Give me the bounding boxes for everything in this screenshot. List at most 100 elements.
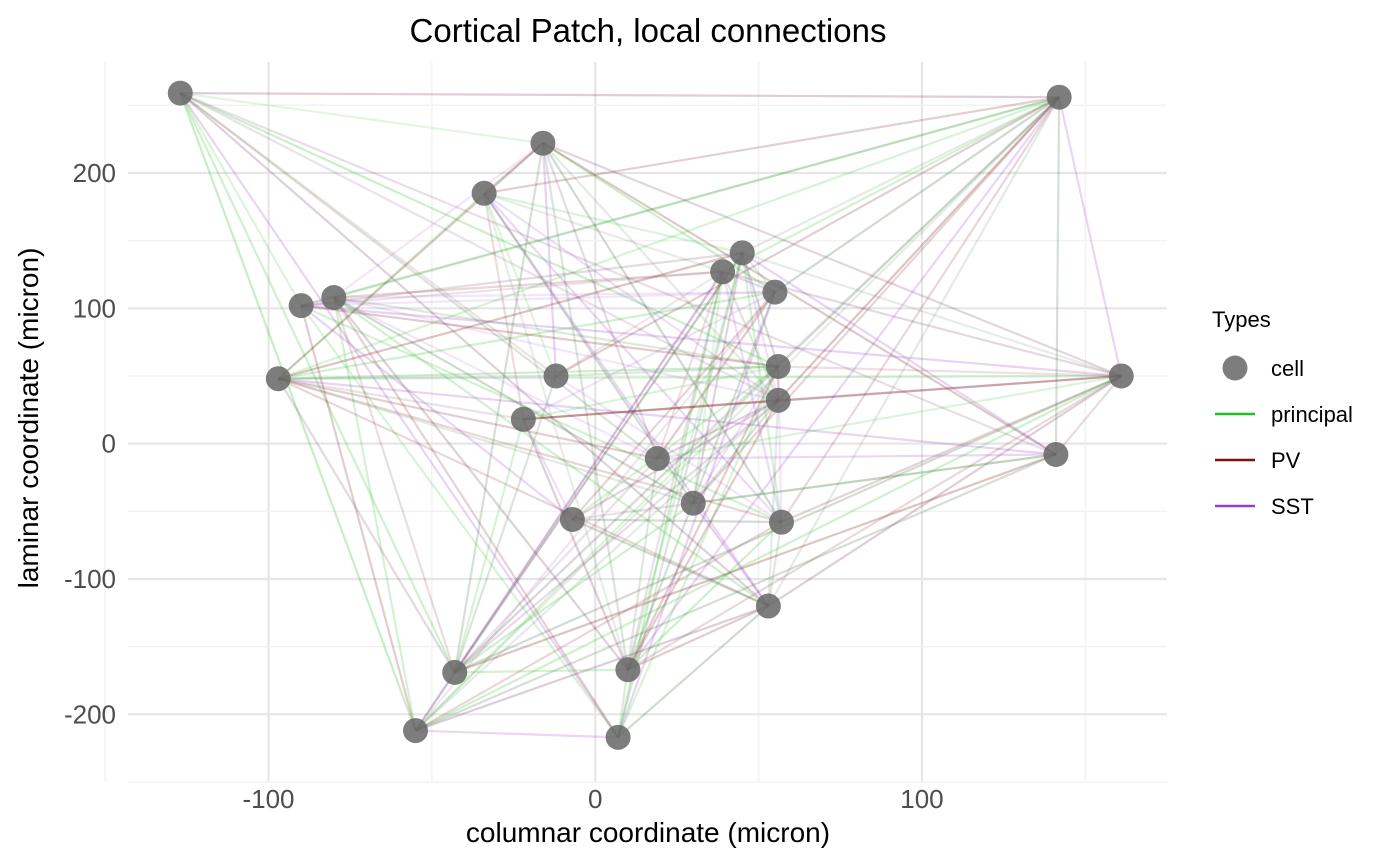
- connection-line: [179, 92, 658, 460]
- connection-line: [301, 270, 723, 307]
- legend-key-cell: [1222, 355, 1248, 381]
- x-axis-label: columnar coordinate (micron): [466, 817, 830, 848]
- connection-line: [333, 270, 723, 299]
- connection-line: [692, 271, 724, 504]
- connection-line: [656, 271, 724, 459]
- connection-line: [767, 521, 783, 607]
- connection-line: [777, 96, 1060, 402]
- connection-line: [692, 252, 744, 504]
- connection-line: [277, 142, 544, 380]
- y-tick-label: -200: [64, 699, 116, 729]
- connection-line: [300, 304, 574, 521]
- connection-line: [483, 192, 743, 254]
- connection-line: [617, 605, 770, 739]
- connection-line: [333, 296, 779, 368]
- cell-point: [710, 259, 736, 285]
- connection-line: [741, 252, 780, 367]
- connection-line: [453, 365, 779, 674]
- connection-line: [692, 96, 1060, 504]
- connection-line: [656, 291, 776, 460]
- cell-point: [530, 130, 556, 156]
- connection-line: [541, 142, 659, 459]
- connection-line: [278, 374, 1122, 380]
- connection-line: [453, 457, 659, 674]
- connection-line: [571, 518, 769, 608]
- connection-line: [180, 92, 1060, 99]
- connection-line: [454, 502, 694, 674]
- connection-line: [572, 518, 782, 524]
- connection-line: [692, 502, 770, 607]
- connection-line: [453, 419, 525, 673]
- connection-line: [542, 142, 783, 523]
- connection-line: [626, 271, 724, 670]
- cell-point: [765, 354, 791, 380]
- connection-line: [627, 605, 769, 671]
- connection-line: [179, 92, 779, 402]
- connection-line: [332, 296, 629, 671]
- connection-line: [555, 375, 783, 524]
- connection-line: [657, 453, 1056, 460]
- connection-line: [483, 96, 1060, 195]
- cell-point: [755, 593, 781, 619]
- connection-line: [277, 192, 485, 380]
- connection-line: [741, 252, 783, 523]
- cell-point: [471, 180, 497, 206]
- x-tick-label: -100: [242, 784, 294, 814]
- connection-line: [741, 251, 1057, 456]
- connection-line: [333, 296, 770, 607]
- connection-line: [778, 374, 1122, 402]
- connection-line: [300, 304, 619, 738]
- connection-line: [693, 453, 1057, 505]
- connection-line: [483, 192, 558, 377]
- connection-line: [555, 270, 724, 377]
- connection-line: [777, 96, 1060, 368]
- connection-line: [179, 92, 770, 607]
- connection-line: [522, 418, 629, 671]
- connection-line: [572, 453, 1057, 521]
- cell-point: [765, 387, 791, 413]
- legend-label-principal: principal: [1271, 402, 1353, 427]
- connection-line: [555, 96, 1060, 377]
- connection-line: [657, 374, 1122, 460]
- connection-line: [1055, 375, 1123, 456]
- connection-line: [1054, 97, 1061, 455]
- connection-line: [767, 400, 780, 607]
- chart-title: Cortical Patch, local connections: [410, 12, 887, 49]
- connection-line: [1058, 96, 1123, 377]
- x-tick-label: 0: [588, 784, 602, 814]
- cell-point: [510, 406, 536, 432]
- connection-line: [414, 399, 779, 732]
- connection-lines: [179, 92, 1123, 739]
- connection-line: [571, 291, 776, 521]
- connection-line: [300, 305, 417, 731]
- legend-label-sst: SST: [1271, 494, 1314, 519]
- connection-line: [454, 668, 628, 674]
- connection-line: [333, 142, 544, 299]
- y-tick-label: -100: [64, 564, 116, 594]
- legend-title: Types: [1212, 307, 1271, 332]
- connection-line: [414, 96, 1060, 732]
- connection-line: [656, 399, 779, 460]
- connection-line: [453, 271, 724, 673]
- connection-line: [415, 729, 619, 739]
- connection-line: [414, 291, 776, 732]
- connection-line: [300, 304, 782, 524]
- connection-line: [627, 521, 783, 671]
- connection-line: [523, 399, 779, 421]
- cell-point: [1046, 84, 1072, 110]
- y-tick-label: 100: [73, 293, 116, 323]
- connection-line: [453, 96, 1060, 674]
- connection-line: [617, 366, 780, 738]
- cell-points: [167, 80, 1134, 750]
- connection-line: [483, 192, 723, 273]
- connection-line: [277, 377, 694, 505]
- connection-line: [301, 304, 1122, 378]
- connection-line: [617, 271, 724, 738]
- connection-line: [626, 291, 776, 671]
- connection-line: [277, 96, 1060, 380]
- y-tick-label: 0: [102, 429, 116, 459]
- connection-line: [542, 142, 776, 294]
- legend-label-pv: PV: [1271, 448, 1301, 473]
- connection-line: [180, 92, 544, 145]
